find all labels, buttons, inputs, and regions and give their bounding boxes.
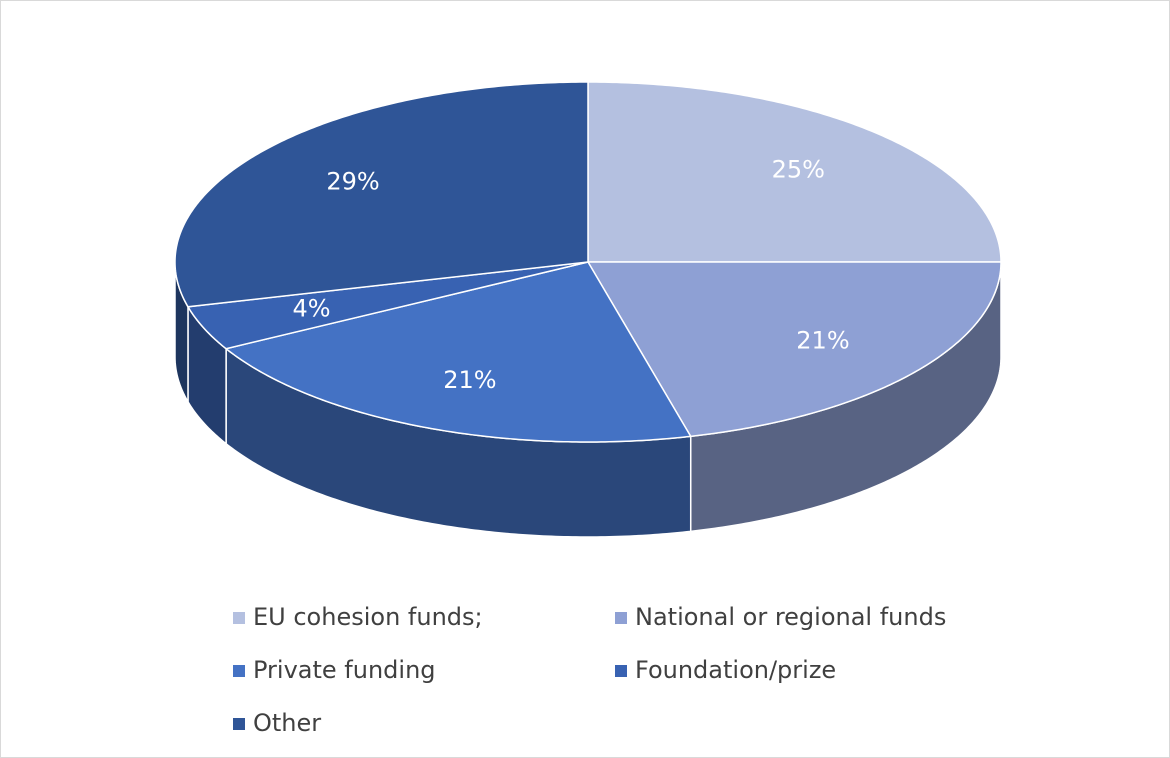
legend: EU cohesion funds; National or regional f… (233, 603, 946, 737)
slice (224, 261, 692, 443)
legend-label: National or regional funds (635, 603, 946, 631)
slice (186, 261, 589, 350)
slice (174, 81, 589, 308)
data-label: 21% (796, 326, 849, 354)
legend-label: EU cohesion funds; (253, 603, 483, 631)
data-label: 29% (326, 168, 379, 196)
legend-swatch (233, 612, 245, 624)
legend-label: Foundation/prize (635, 656, 836, 684)
legend-swatch (615, 612, 627, 624)
slice (587, 81, 1002, 263)
pie-tops (174, 81, 1002, 443)
legend-label: Private funding (253, 656, 436, 684)
data-labels: 25% 21% 21% 4% 29% (292, 155, 849, 394)
data-label: 4% (292, 295, 330, 323)
legend-label: Other (253, 709, 321, 737)
legend-swatch (233, 718, 245, 730)
legend-swatch (233, 665, 245, 677)
legend-swatch (615, 665, 627, 677)
data-label: 25% (772, 155, 825, 183)
data-label: 21% (443, 366, 496, 394)
slice (586, 261, 1002, 438)
